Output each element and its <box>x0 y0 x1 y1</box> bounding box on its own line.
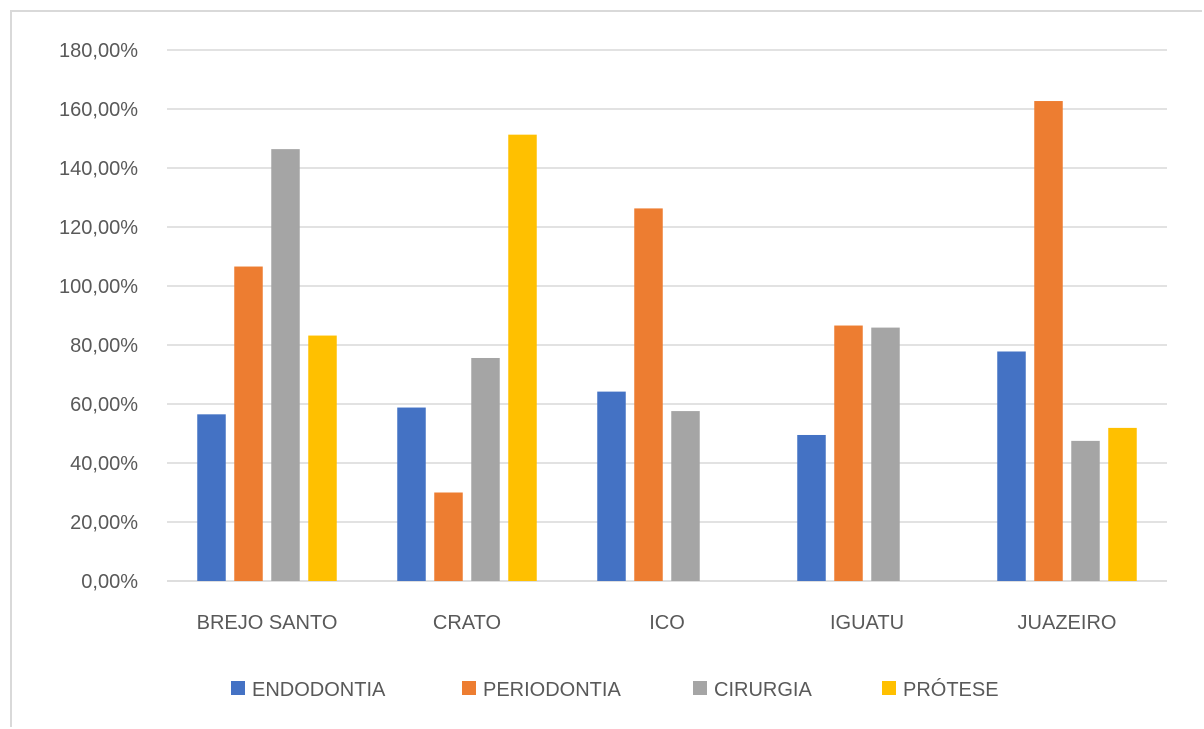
bar-cirurgia-iguatu <box>871 327 900 581</box>
legend-label: ENDODONTIA <box>252 679 386 701</box>
bar-endodontia-iguatu <box>797 434 826 581</box>
y-tick-label: 60,00% <box>70 394 138 416</box>
bar-endodontia-crato <box>397 407 426 581</box>
legend-swatch <box>882 681 896 695</box>
y-tick-label: 20,00% <box>70 512 138 534</box>
x-tick-label: IGUATU <box>830 612 904 634</box>
bar-cirurgia-crato <box>471 357 500 581</box>
bar-pr-tese-brejo-santo <box>308 335 337 581</box>
bar-cirurgia-ico <box>671 411 700 581</box>
bar-endodontia-juazeiro <box>997 351 1026 581</box>
x-axis-ticks: BREJO SANTO CRATO ICO IGUATU JUAZEIRO <box>197 612 1117 634</box>
legend-swatch <box>231 681 245 695</box>
bar-periodontia-ico <box>634 208 663 582</box>
y-tick-label: 180,00% <box>59 40 138 62</box>
x-tick-label: JUAZEIRO <box>1018 612 1117 634</box>
x-tick-label: BREJO SANTO <box>197 612 338 634</box>
bar-periodontia-crato <box>434 492 463 581</box>
bars <box>197 101 1137 582</box>
y-tick-label: 80,00% <box>70 335 138 357</box>
bar-periodontia-iguatu <box>834 325 863 581</box>
bar-pr-tese-juazeiro <box>1108 427 1137 581</box>
bar-pr-tese-crato <box>508 134 537 582</box>
bar-endodontia-ico <box>597 391 626 581</box>
bar-cirurgia-juazeiro <box>1071 440 1100 581</box>
legend-swatch <box>462 681 476 695</box>
legend-swatch <box>693 681 707 695</box>
y-tick-label: 120,00% <box>59 217 138 239</box>
y-tick-label: 40,00% <box>70 453 138 475</box>
legend-label: CIRURGIA <box>714 679 812 701</box>
legend-label: PRÓTESE <box>903 678 999 701</box>
y-axis-ticks: 0,00% 20,00% 40,00% 60,00% 80,00% 100,00% 120,… <box>59 40 138 593</box>
y-tick-label: 0,00% <box>81 571 138 593</box>
bar-periodontia-juazeiro <box>1034 101 1063 581</box>
y-tick-label: 160,00% <box>59 99 138 121</box>
y-tick-label: 140,00% <box>59 158 138 180</box>
bar-periodontia-brejo-santo <box>234 266 263 581</box>
bar-cirurgia-brejo-santo <box>271 149 300 581</box>
chart-frame <box>10 10 1202 727</box>
bar-endodontia-brejo-santo <box>197 414 226 581</box>
legend: ENDODONTIA PERIODONTIA CIRURGIA PRÓTESE <box>231 678 999 701</box>
legend-label: PERIODONTIA <box>483 679 621 701</box>
y-tick-label: 100,00% <box>59 276 138 298</box>
x-tick-label: CRATO <box>433 612 501 634</box>
x-tick-label: ICO <box>649 612 685 634</box>
